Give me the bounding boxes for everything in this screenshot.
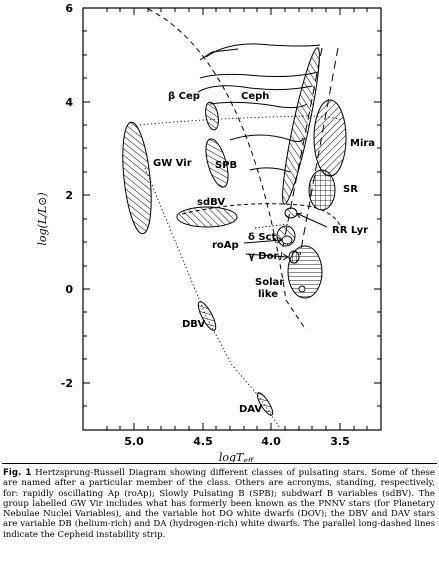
label-spb: SPB bbox=[215, 160, 237, 171]
caption-lead: Fig. 1 bbox=[3, 468, 31, 478]
hr-diagram: 6 4 2 0 -2 5.0 4.5 4.0 3.5 logTeff log(L… bbox=[0, 0, 439, 462]
x-axis-title: logTeff bbox=[219, 451, 255, 462]
rr-lyr-region bbox=[285, 208, 297, 218]
sr-region bbox=[309, 170, 335, 210]
label-gw-vir: GW Vir bbox=[153, 158, 192, 169]
label-solar-like-2: like bbox=[258, 289, 278, 300]
label-dbv: DBV bbox=[182, 319, 206, 330]
label-ceph: Ceph bbox=[241, 91, 269, 102]
y-axis-title: log(L/L⊙) bbox=[36, 192, 49, 245]
x-tick-label: 3.5 bbox=[330, 435, 350, 448]
label-rr-lyr: RR Lyr bbox=[332, 225, 368, 236]
y-tick-label: 0 bbox=[65, 283, 73, 296]
label-beta-cep: β Cep bbox=[168, 91, 200, 102]
caption-rule bbox=[2, 463, 437, 464]
y-tick-label: 4 bbox=[65, 96, 73, 109]
x-tick-label: 4.5 bbox=[193, 435, 213, 448]
figure-caption: Fig. 1 Hertzsprung-Russell Diagram showi… bbox=[3, 468, 435, 540]
label-sdbv: sdBV bbox=[197, 197, 225, 208]
label-dav: DAV bbox=[239, 404, 262, 415]
caption-text: Hertzsprung-Russell Diagram showing diff… bbox=[3, 468, 435, 540]
label-gamma-dor: γ Dor bbox=[248, 251, 278, 262]
sun-marker bbox=[299, 286, 305, 292]
gw-vir-region bbox=[118, 121, 156, 235]
beta-cep-region bbox=[204, 101, 221, 131]
y-tick-label: 6 bbox=[65, 2, 73, 15]
label-solar-like-1: Solar bbox=[255, 277, 284, 288]
y-axis-ticks bbox=[83, 8, 381, 406]
label-roap: roAp bbox=[212, 240, 239, 251]
sdbv-region bbox=[177, 207, 237, 227]
label-sr: SR bbox=[343, 184, 358, 195]
y-tick-label: 2 bbox=[65, 189, 73, 202]
x-tick-label: 5.0 bbox=[124, 435, 144, 448]
x-tick-label: 4.0 bbox=[261, 435, 281, 448]
label-mira: Mira bbox=[350, 138, 375, 149]
y-tick-label: -2 bbox=[61, 377, 73, 390]
label-delta-sct: δ Sct bbox=[248, 232, 276, 243]
roap-region bbox=[282, 236, 292, 244]
mira-region bbox=[314, 100, 346, 176]
